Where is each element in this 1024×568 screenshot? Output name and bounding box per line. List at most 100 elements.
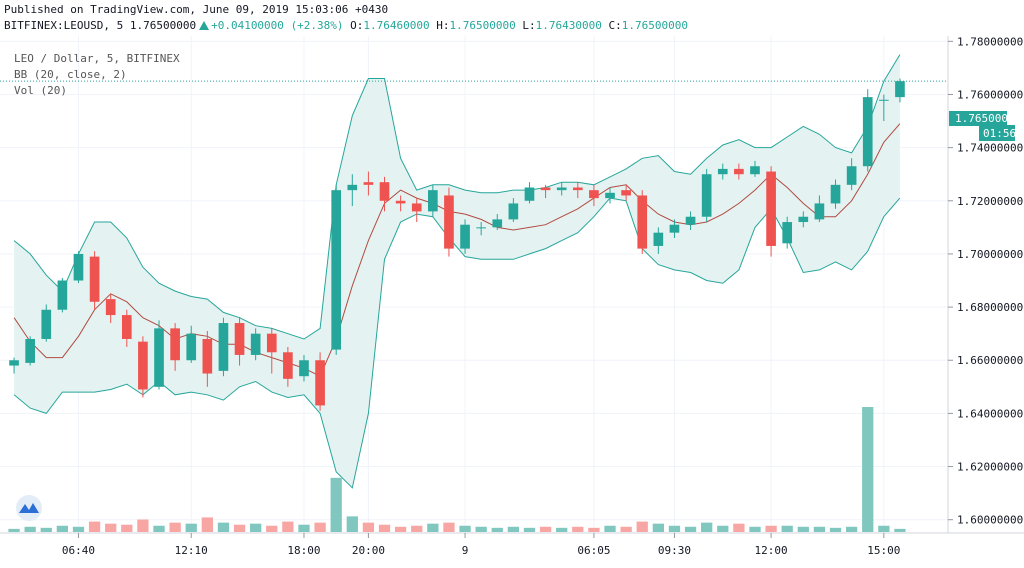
volume-bar (604, 525, 616, 532)
candle-body (750, 166, 760, 175)
candle (750, 160, 760, 177)
candle (250, 328, 261, 361)
volume-bar (781, 525, 793, 532)
volume-bar (829, 527, 842, 532)
candle (685, 211, 696, 231)
candlesticks (9, 78, 905, 411)
close-value: 1.76500000 (621, 19, 688, 32)
volume-bars (8, 407, 906, 532)
countdown-text: 01:56 (983, 127, 1016, 140)
candle-body (138, 341, 148, 390)
candle (57, 277, 68, 313)
close-label: C: (608, 19, 622, 32)
candle (428, 184, 438, 217)
volume-bar (24, 526, 36, 532)
candle (556, 182, 567, 196)
volume-bar (217, 522, 230, 532)
volume-bar (556, 527, 568, 532)
volume-bar (491, 527, 503, 532)
volume-bar (588, 527, 600, 532)
candle-body (395, 200, 406, 204)
volume-bar (169, 522, 181, 532)
volume-bar (201, 517, 213, 532)
candle-body (299, 360, 309, 377)
candle-body (556, 187, 567, 191)
candle (830, 179, 841, 209)
candle-body (25, 338, 35, 363)
volume-bar (298, 524, 310, 532)
candle (138, 336, 148, 398)
candle (202, 331, 213, 387)
candle-body (589, 190, 599, 199)
candle (524, 182, 535, 204)
candle (105, 293, 116, 324)
candle (653, 227, 664, 254)
volume-bar (153, 525, 165, 532)
volume-bar (845, 526, 858, 532)
time-tick-label: 12:00 (755, 544, 788, 557)
candle-body (266, 333, 277, 353)
candle-body (637, 195, 648, 249)
legend-pair: LEO / Dollar, 5, BITFINEX (14, 52, 180, 65)
time-tick-label: 9 (462, 544, 469, 557)
time-tick-label: 15:00 (867, 544, 900, 557)
candle (846, 158, 857, 191)
candle-body (379, 182, 390, 201)
price-tick-label: 1.76000000 (957, 88, 1023, 101)
volume-bar (572, 526, 584, 532)
candle (411, 198, 422, 223)
candle (186, 325, 197, 363)
candle (444, 187, 454, 257)
volume-bar (636, 521, 648, 532)
bollinger-band-fill (14, 54, 900, 488)
candle-body (492, 219, 503, 228)
candle (669, 219, 680, 238)
time-tick-label: 20:00 (352, 544, 385, 557)
candle (170, 323, 180, 371)
candle (798, 211, 809, 228)
volume-bar (378, 524, 391, 532)
candle-body (363, 182, 374, 185)
candle (154, 320, 164, 390)
candle-body (830, 184, 841, 204)
time-tick-label: 09:30 (658, 544, 691, 557)
candle (315, 352, 325, 411)
countdown-badge: 01:56 (979, 125, 1016, 141)
price-tick-label: 1.72000000 (957, 195, 1023, 208)
volume-bar (121, 524, 133, 532)
time-axis: 06:40 12:10 18:00 20:00 9 06:05 09:30 12:00 15:0… (62, 533, 900, 557)
high-label: H: (436, 19, 450, 32)
volume-bar (137, 519, 149, 532)
time-tick-label: 12:10 (175, 544, 208, 557)
volume-bar (701, 522, 713, 532)
candle (460, 219, 470, 254)
volume-bar (330, 477, 342, 532)
candle-body (202, 338, 213, 374)
volume-bar (878, 525, 890, 532)
candle-body (347, 184, 358, 191)
open-value: 1.76460000 (363, 19, 430, 32)
candle-body (782, 222, 793, 244)
candle (73, 251, 84, 284)
volume-bar (394, 526, 407, 532)
candle-body (57, 280, 68, 310)
candle-body (685, 216, 696, 225)
volume-bar (88, 521, 101, 532)
volume-bar (765, 525, 777, 532)
time-tick-label: 06:05 (577, 544, 610, 557)
candle-body (234, 323, 245, 355)
price-badge-text: 1.76500000 (955, 112, 1021, 125)
volume-bar (362, 522, 375, 532)
bollinger-upper-line (13, 54, 901, 340)
candle-body (653, 232, 664, 246)
change-value: +0.04100000 (211, 19, 284, 32)
candle (395, 195, 406, 212)
candle-body (105, 299, 116, 316)
candle-body (862, 97, 873, 167)
volume-bar (72, 526, 85, 532)
up-triangle-icon (199, 21, 210, 30)
price-chart[interactable]: 1.78000000 1.76000000 1.74000000 1.72000000… (0, 36, 1024, 568)
candle (508, 198, 519, 223)
candle (637, 190, 648, 254)
candle (717, 163, 728, 180)
